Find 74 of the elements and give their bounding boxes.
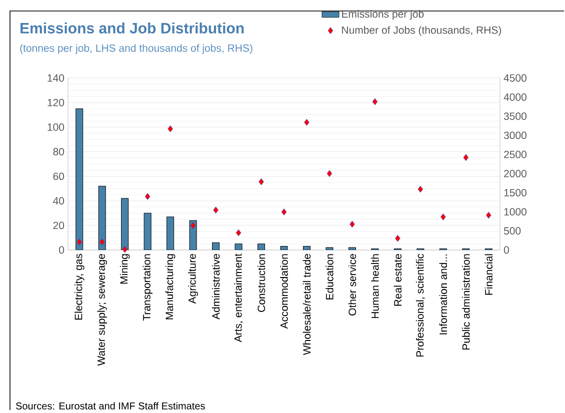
point [168, 126, 173, 132]
y-tick-label: 40 [53, 197, 64, 205]
y2-tick-label: 4000 [504, 93, 526, 101]
point [304, 119, 310, 126]
y2-tick-label: 1500 [504, 189, 526, 196]
y2-tick-label: 3000 [504, 132, 526, 140]
y-tick-label: 0 [59, 246, 64, 254]
point [122, 246, 128, 253]
bar [121, 198, 129, 250]
y-tick-label: 100 [48, 124, 64, 131]
point [463, 154, 468, 161]
x-tick-label: Other service [348, 254, 356, 316]
x-tick-label: Construction [257, 254, 266, 312]
x-tick-label: Wholesale/retail trade [302, 254, 311, 356]
chart-subtitle: (tonnes per job, LHS and thousands of jobs, RHS) [20, 44, 252, 54]
legend-label: Number of Jobs (thousands, RHS) [342, 26, 502, 36]
x-tick-label: Education [326, 254, 334, 300]
y2-tick-label: 4500 [504, 74, 526, 82]
point [144, 193, 150, 200]
y-tick-label: 140 [48, 74, 64, 82]
y-tick-label: 80 [53, 148, 64, 156]
chart-title: Emissions and Job Distribution [20, 22, 244, 34]
x-tick-label: Arts, entertainment [234, 254, 244, 342]
bar [302, 246, 310, 250]
bar [348, 247, 356, 250]
x-tick-label: Manufacturing [165, 254, 176, 320]
x-tick-label: Administrative [212, 254, 220, 320]
x-tick-label: Professional, scientific [416, 254, 425, 357]
point [418, 186, 424, 193]
y2-tick-label: 0 [504, 246, 509, 254]
x-tick-label: Electricity, gas [74, 254, 84, 320]
x-tick-label: Information and... [439, 254, 448, 334]
x-tick-label: Financial [484, 254, 492, 295]
x-tick-label: Human health [371, 254, 379, 318]
point [281, 208, 287, 216]
bar [144, 212, 152, 250]
bar [189, 220, 197, 250]
point [486, 212, 492, 219]
point [440, 214, 446, 220]
y2-tick-label: 2500 [504, 150, 526, 158]
x-tick-label: Transportation [142, 254, 152, 321]
point [395, 235, 400, 242]
x-tick-label: Accommodation [280, 254, 288, 329]
y-tick-label: 60 [53, 172, 64, 180]
bar [280, 246, 288, 250]
point [236, 229, 242, 236]
point [213, 206, 218, 214]
point [258, 178, 264, 186]
x-tick-label: Real estate [394, 254, 402, 306]
bar [166, 216, 174, 250]
source-note: Sources: Eurostat and IMF Staff Estimates [16, 402, 205, 410]
x-tick-label: Public administration [462, 254, 470, 350]
point [100, 238, 105, 246]
y2-tick-label: 500 [504, 227, 521, 235]
point [326, 170, 332, 178]
y-tick-label: 120 [48, 98, 64, 106]
y2-tick-label: 2000 [504, 170, 526, 178]
legend-label: Emissions per job [342, 10, 424, 20]
y-tick-label: 20 [53, 222, 64, 230]
point [76, 238, 82, 246]
y2-tick-label: 3500 [504, 112, 526, 120]
x-tick-label: Water supply; sewerage [97, 254, 107, 366]
bar [258, 244, 266, 250]
y2-tick-label: 1000 [504, 208, 526, 216]
bar [326, 247, 334, 250]
x-tick-label: Mining [120, 254, 130, 284]
bar [76, 108, 84, 250]
point [190, 222, 196, 230]
point [372, 98, 378, 106]
point [350, 220, 355, 228]
bar [234, 244, 242, 250]
bar [98, 186, 106, 250]
x-tick-label: Agriculture [188, 254, 198, 304]
bar [212, 242, 220, 250]
